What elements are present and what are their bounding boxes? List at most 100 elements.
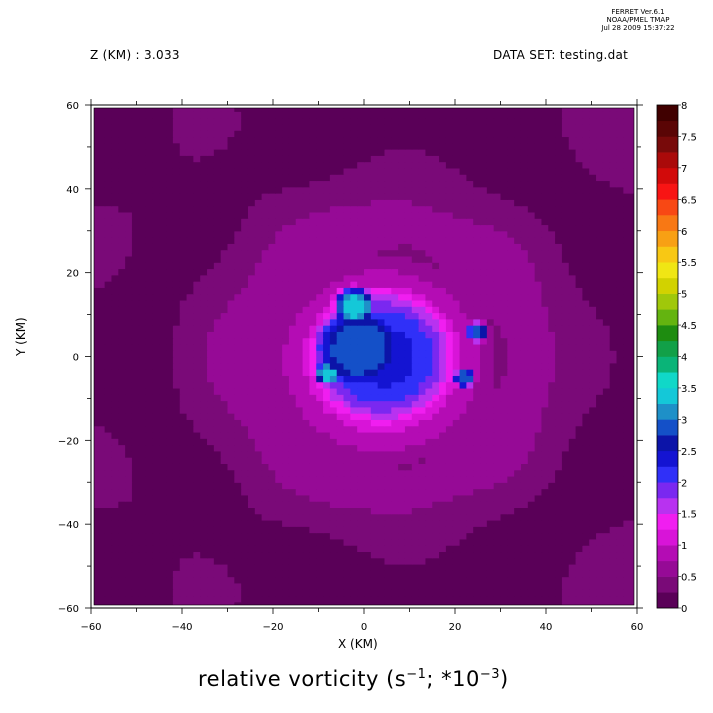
field-cell bbox=[623, 532, 631, 540]
field-cell bbox=[548, 576, 556, 584]
field-cell bbox=[439, 299, 447, 307]
field-cell bbox=[561, 576, 570, 584]
field-cell bbox=[104, 255, 113, 263]
field-cell bbox=[500, 582, 508, 590]
field-cell bbox=[131, 595, 140, 603]
field-cell bbox=[111, 287, 119, 295]
field-cell bbox=[329, 526, 338, 534]
field-cell bbox=[316, 230, 324, 238]
field-cell bbox=[391, 230, 399, 238]
field-cell bbox=[486, 331, 495, 339]
field-cell bbox=[507, 457, 515, 464]
field-cell bbox=[268, 570, 276, 578]
field-cell bbox=[138, 394, 147, 402]
field-cell bbox=[561, 444, 570, 452]
field-cell bbox=[357, 463, 365, 471]
field-cell bbox=[343, 582, 351, 590]
field-cell bbox=[329, 224, 338, 232]
field-cell bbox=[295, 350, 304, 358]
field-cell bbox=[575, 595, 584, 603]
field-cell bbox=[227, 576, 235, 584]
field-cell bbox=[486, 482, 495, 490]
field-cell bbox=[145, 513, 154, 521]
field-cell bbox=[159, 406, 167, 414]
field-cell bbox=[425, 444, 433, 452]
field-cell bbox=[411, 331, 420, 339]
field-cell bbox=[445, 532, 454, 540]
field-cell bbox=[125, 545, 133, 553]
field-cell bbox=[432, 507, 440, 515]
field-cell bbox=[541, 557, 549, 565]
field-cell bbox=[343, 482, 351, 490]
field-cell bbox=[309, 331, 317, 339]
field-cell bbox=[418, 262, 427, 270]
field-cell bbox=[534, 331, 543, 339]
field-cell bbox=[384, 425, 392, 433]
field-cell bbox=[275, 331, 283, 339]
field-cell bbox=[616, 551, 624, 559]
field-cell bbox=[152, 595, 160, 603]
field-cell bbox=[411, 595, 420, 603]
field-cell bbox=[350, 406, 358, 414]
field-cell bbox=[623, 369, 631, 376]
field-cell bbox=[200, 576, 208, 584]
field-cell bbox=[145, 274, 154, 282]
field-cell bbox=[282, 576, 290, 584]
field-cell bbox=[213, 394, 222, 402]
field-cell bbox=[350, 350, 358, 358]
field-cell bbox=[480, 299, 488, 307]
field-cell bbox=[309, 369, 317, 376]
field-cell bbox=[459, 337, 467, 345]
field-cell bbox=[370, 337, 379, 345]
field-cell bbox=[411, 557, 420, 565]
field-cell bbox=[561, 507, 570, 515]
field-cell bbox=[370, 482, 379, 490]
field-cell bbox=[500, 494, 508, 502]
field-cell bbox=[452, 255, 461, 263]
field-cell bbox=[548, 595, 556, 603]
field-cell bbox=[282, 394, 290, 402]
field-cell bbox=[377, 532, 386, 540]
field-cell bbox=[118, 211, 126, 219]
field-cell bbox=[541, 545, 549, 553]
field-cell bbox=[261, 350, 270, 358]
field-cell bbox=[630, 406, 634, 414]
field-cell bbox=[329, 249, 338, 257]
field-cell bbox=[507, 243, 515, 251]
field-cell bbox=[541, 551, 549, 559]
field-cell bbox=[527, 563, 536, 571]
field-cell bbox=[623, 538, 631, 546]
field-cell bbox=[159, 601, 167, 605]
field-cell bbox=[261, 551, 270, 559]
field-cell bbox=[480, 551, 488, 559]
field-cell bbox=[596, 576, 604, 584]
field-cell bbox=[561, 381, 570, 389]
field-cell bbox=[213, 488, 222, 496]
field-cell bbox=[275, 494, 283, 502]
field-cell bbox=[568, 526, 577, 534]
field-cell bbox=[486, 475, 495, 483]
field-cell bbox=[145, 375, 154, 383]
field-cell bbox=[336, 293, 345, 301]
field-cell bbox=[364, 589, 372, 597]
field-cell bbox=[186, 262, 194, 270]
field-cell bbox=[534, 394, 543, 402]
field-cell bbox=[94, 519, 99, 527]
field-cell bbox=[377, 356, 386, 364]
field-cell bbox=[125, 501, 133, 508]
field-cell bbox=[527, 287, 536, 295]
field-cell bbox=[336, 482, 345, 490]
field-cell bbox=[200, 230, 208, 238]
field-cell bbox=[282, 230, 290, 238]
field-cell bbox=[616, 488, 624, 496]
field-cell bbox=[282, 218, 290, 226]
field-cell bbox=[288, 255, 297, 263]
field-cell bbox=[288, 582, 297, 590]
field-cell bbox=[111, 211, 119, 219]
field-cell bbox=[268, 532, 276, 540]
field-cell bbox=[268, 230, 276, 238]
field-cell bbox=[445, 438, 454, 446]
field-cell bbox=[411, 444, 420, 452]
field-cell bbox=[555, 325, 563, 332]
field-cell bbox=[323, 343, 331, 351]
